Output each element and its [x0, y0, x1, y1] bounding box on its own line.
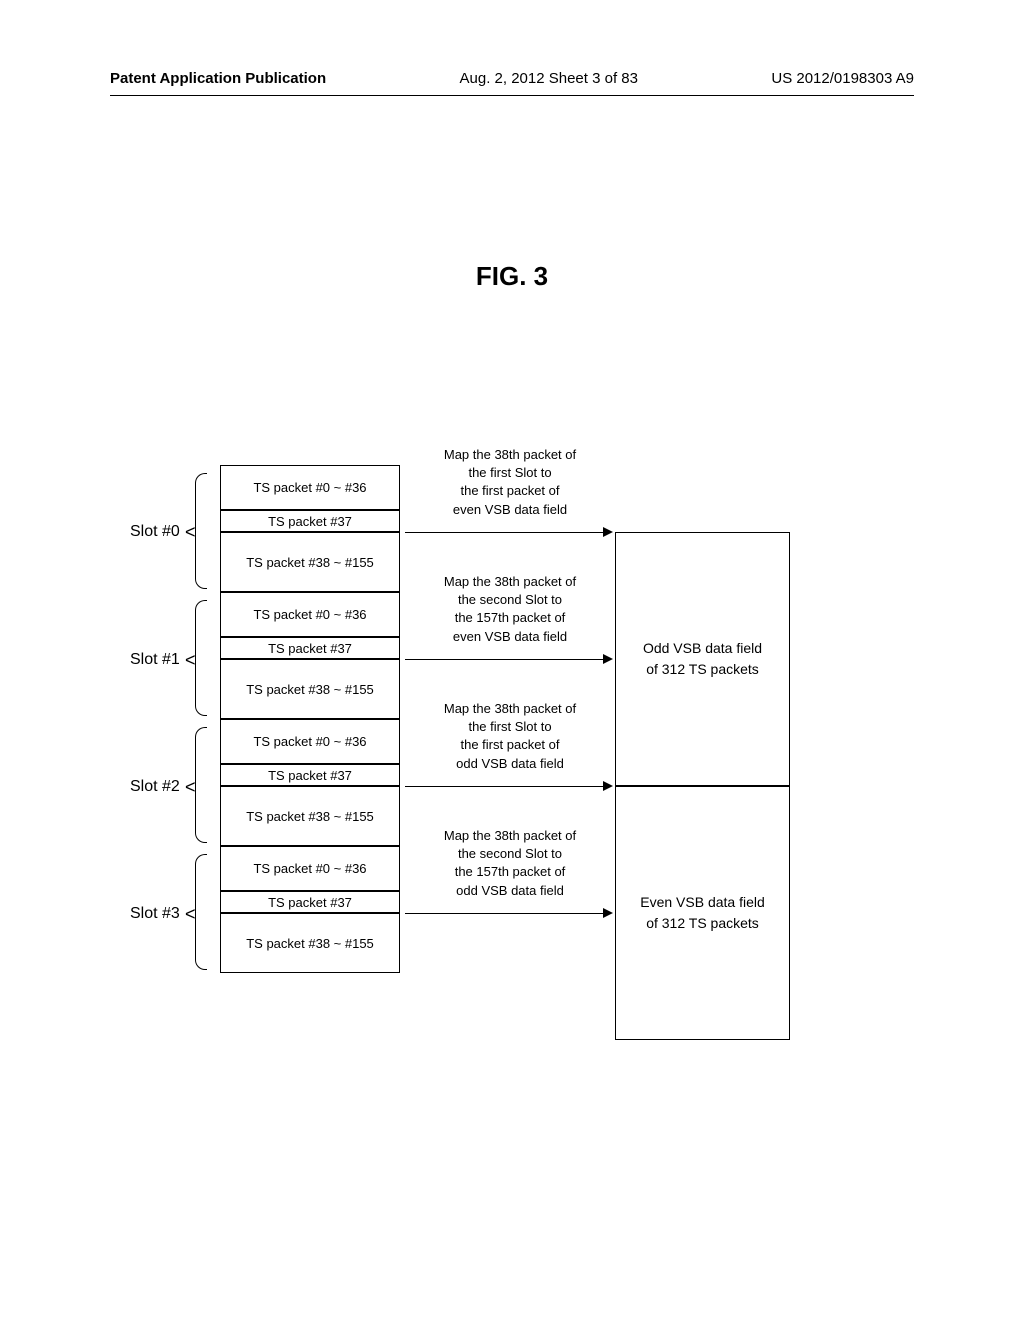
map1-l4: even VSB data field [453, 502, 567, 517]
map3-l1: Map the 38th packet of [444, 701, 576, 716]
vsb-even-box: Even VSB data field of 312 TS packets [615, 786, 790, 1040]
map2-l2: the second Slot to [458, 592, 562, 607]
slot0-packet3: TS packet #38 ~ #155 [220, 532, 400, 592]
map-text-4: Map the 38th packet of the second Slot t… [415, 827, 605, 900]
slot2-packet2: TS packet #37 [220, 764, 400, 786]
header-left: Patent Application Publication [110, 70, 326, 87]
arrow2-head-icon [603, 654, 613, 664]
slot0-packet1: TS packet #0 ~ #36 [220, 465, 400, 510]
arrow2-line [405, 659, 605, 660]
arrow1-head-icon [603, 527, 613, 537]
slot2-packet3: TS packet #38 ~ #155 [220, 786, 400, 846]
map-text-1: Map the 38th packet of the first Slot to… [415, 446, 605, 519]
map1-l1: Map the 38th packet of [444, 447, 576, 462]
arrow3-head-icon [603, 781, 613, 791]
slot0-bracket [195, 473, 207, 589]
header-divider [110, 95, 914, 96]
bracket-angle-icon: < [185, 650, 196, 671]
vsb-even-l2: of 312 TS packets [646, 913, 759, 934]
bracket-angle-icon: < [185, 777, 196, 798]
slot1-packet2: TS packet #37 [220, 637, 400, 659]
slot1-label: Slot #1 [130, 651, 180, 669]
slot3-label: Slot #3 [130, 905, 180, 923]
map-text-2: Map the 38th packet of the second Slot t… [415, 573, 605, 646]
bracket-angle-icon: < [185, 522, 196, 543]
slot1-packet3: TS packet #38 ~ #155 [220, 659, 400, 719]
map3-l3: the first packet of [461, 737, 560, 752]
header-center: Aug. 2, 2012 Sheet 3 of 83 [460, 70, 638, 87]
slot2-packet1: TS packet #0 ~ #36 [220, 719, 400, 764]
vsb-odd-box: Odd VSB data field of 312 TS packets [615, 532, 790, 786]
arrow4-line [405, 913, 605, 914]
figure-title: FIG. 3 [0, 261, 1024, 292]
map4-l3: the 157th packet of [455, 864, 566, 879]
slot2-label: Slot #2 [130, 778, 180, 796]
map3-l2: the first Slot to [468, 719, 551, 734]
map1-l3: the first packet of [461, 483, 560, 498]
vsb-even-l1: Even VSB data field [640, 892, 765, 913]
slot1-bracket [195, 600, 207, 716]
map2-l3: the 157th packet of [455, 610, 566, 625]
map4-l1: Map the 38th packet of [444, 828, 576, 843]
slot0-label: Slot #0 [130, 523, 180, 541]
vsb-odd-l1: Odd VSB data field [643, 638, 762, 659]
slot2-bracket [195, 727, 207, 843]
page-header: Patent Application Publication Aug. 2, 2… [0, 0, 1024, 87]
slot1-packet1: TS packet #0 ~ #36 [220, 592, 400, 637]
map4-l2: the second Slot to [458, 846, 562, 861]
map1-l2: the first Slot to [468, 465, 551, 480]
vsb-odd-l2: of 312 TS packets [646, 659, 759, 680]
slot3-packet1: TS packet #0 ~ #36 [220, 846, 400, 891]
map3-l4: odd VSB data field [456, 756, 564, 771]
bracket-angle-icon: < [185, 904, 196, 925]
map4-l4: odd VSB data field [456, 883, 564, 898]
header-right: US 2012/0198303 A9 [771, 70, 914, 87]
slot3-bracket [195, 854, 207, 970]
arrow1-line [405, 532, 605, 533]
map2-l4: even VSB data field [453, 629, 567, 644]
slot0-packet2: TS packet #37 [220, 510, 400, 532]
slot3-packet3: TS packet #38 ~ #155 [220, 913, 400, 973]
map2-l1: Map the 38th packet of [444, 574, 576, 589]
map-text-3: Map the 38th packet of the first Slot to… [415, 700, 605, 773]
slot3-packet2: TS packet #37 [220, 891, 400, 913]
arrow3-line [405, 786, 605, 787]
arrow4-head-icon [603, 908, 613, 918]
